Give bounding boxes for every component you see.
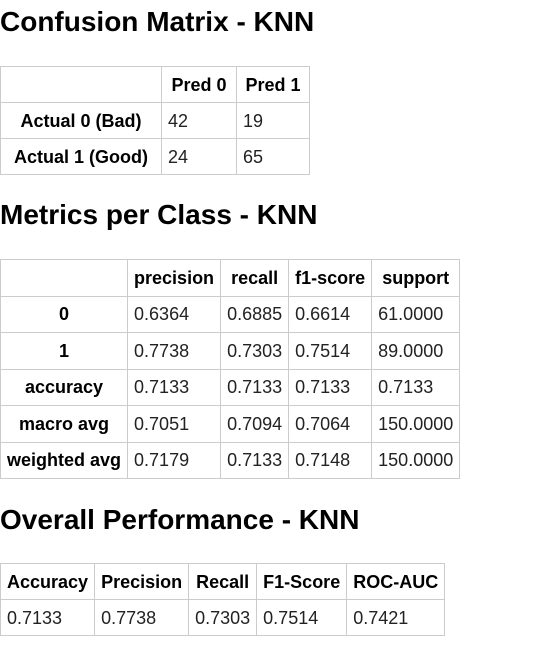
row-header-actual-0: Actual 0 (Bad) [0,102,162,139]
table-cell: 0.7064 [288,405,373,443]
table-cell: 65 [236,138,310,175]
row-header-class-1: 1 [0,332,129,370]
table-cell: 89.0000 [371,332,461,370]
row-header-macro-avg: macro avg [0,405,129,443]
row-header-actual-1: Actual 1 (Good) [0,138,162,175]
table-header-row: precision recall f1-score support [0,259,461,297]
confusion-matrix-title: Confusion Matrix - KNN [0,6,315,37]
table-cell: 0.7738 [127,332,222,370]
row-header-weighted-avg: weighted avg [0,441,129,479]
column-header-pred-0: Pred 0 [161,66,237,103]
table-row: 1 0.7738 0.7303 0.7514 89.0000 [0,332,461,370]
table-cell: 0.7148 [288,441,373,479]
table-header-row: Pred 0 Pred 1 [0,66,310,103]
column-header-precision: precision [127,259,222,297]
table-cell: 0.7094 [220,405,290,443]
table-cell: 0.7738 [94,599,190,636]
overall-performance-table: Accuracy Precision Recall F1-Score ROC-A… [0,563,446,636]
table-cell: 0.7133 [0,599,96,636]
confusion-matrix-table: Pred 0 Pred 1 Actual 0 (Bad) 42 19 Actua… [0,66,310,175]
table-cell: 0.7303 [188,599,258,636]
metrics-per-class-table: precision recall f1-score support 0 0.63… [0,259,461,479]
table-header-row: Accuracy Precision Recall F1-Score ROC-A… [0,563,446,600]
table-cell: 0.6885 [220,295,290,333]
column-header-recall: Recall [188,563,258,600]
table-row: Actual 0 (Bad) 42 19 [0,102,310,139]
table-cell: 0.7133 [220,368,290,406]
table-cell: 0.7133 [371,368,461,406]
column-header-f1-score: f1-score [288,259,373,297]
table-cell: 0.7514 [256,599,348,636]
table-cell: 0.6364 [127,295,222,333]
table-cell: 0.7421 [346,599,446,636]
column-header-recall: recall [220,259,290,297]
table-cell: 0.7514 [288,332,373,370]
column-header-precision: Precision [94,563,190,600]
table-cell: 0.7303 [220,332,290,370]
table-cell: 19 [236,102,310,139]
table-cell: 0.7051 [127,405,222,443]
table-cell: 61.0000 [371,295,461,333]
table-cell: 150.0000 [371,405,461,443]
row-header-class-0: 0 [0,295,129,333]
table-row: accuracy 0.7133 0.7133 0.7133 0.7133 [0,368,461,406]
column-header-blank [0,66,162,103]
table-row: 0.7133 0.7738 0.7303 0.7514 0.7421 [0,599,446,636]
column-header-roc-auc: ROC-AUC [346,563,446,600]
table-cell: 0.7179 [127,441,222,479]
table-cell: 0.7133 [220,441,290,479]
table-row: Actual 1 (Good) 24 65 [0,138,310,175]
overall-performance-title: Overall Performance - KNN [0,504,360,535]
metrics-per-class-title: Metrics per Class - KNN [0,199,318,230]
column-header-support: support [371,259,461,297]
column-header-blank [0,259,129,297]
table-cell: 42 [161,102,237,139]
table-cell: 150.0000 [371,441,461,479]
row-header-accuracy: accuracy [0,368,129,406]
table-cell: 0.7133 [288,368,373,406]
table-cell: 0.7133 [127,368,222,406]
column-header-f1-score: F1-Score [256,563,348,600]
table-cell: 0.6614 [288,295,373,333]
table-row: 0 0.6364 0.6885 0.6614 61.0000 [0,295,461,333]
column-header-pred-1: Pred 1 [236,66,310,103]
table-row: weighted avg 0.7179 0.7133 0.7148 150.00… [0,441,461,479]
table-cell: 24 [161,138,237,175]
table-row: macro avg 0.7051 0.7094 0.7064 150.0000 [0,405,461,443]
column-header-accuracy: Accuracy [0,563,96,600]
